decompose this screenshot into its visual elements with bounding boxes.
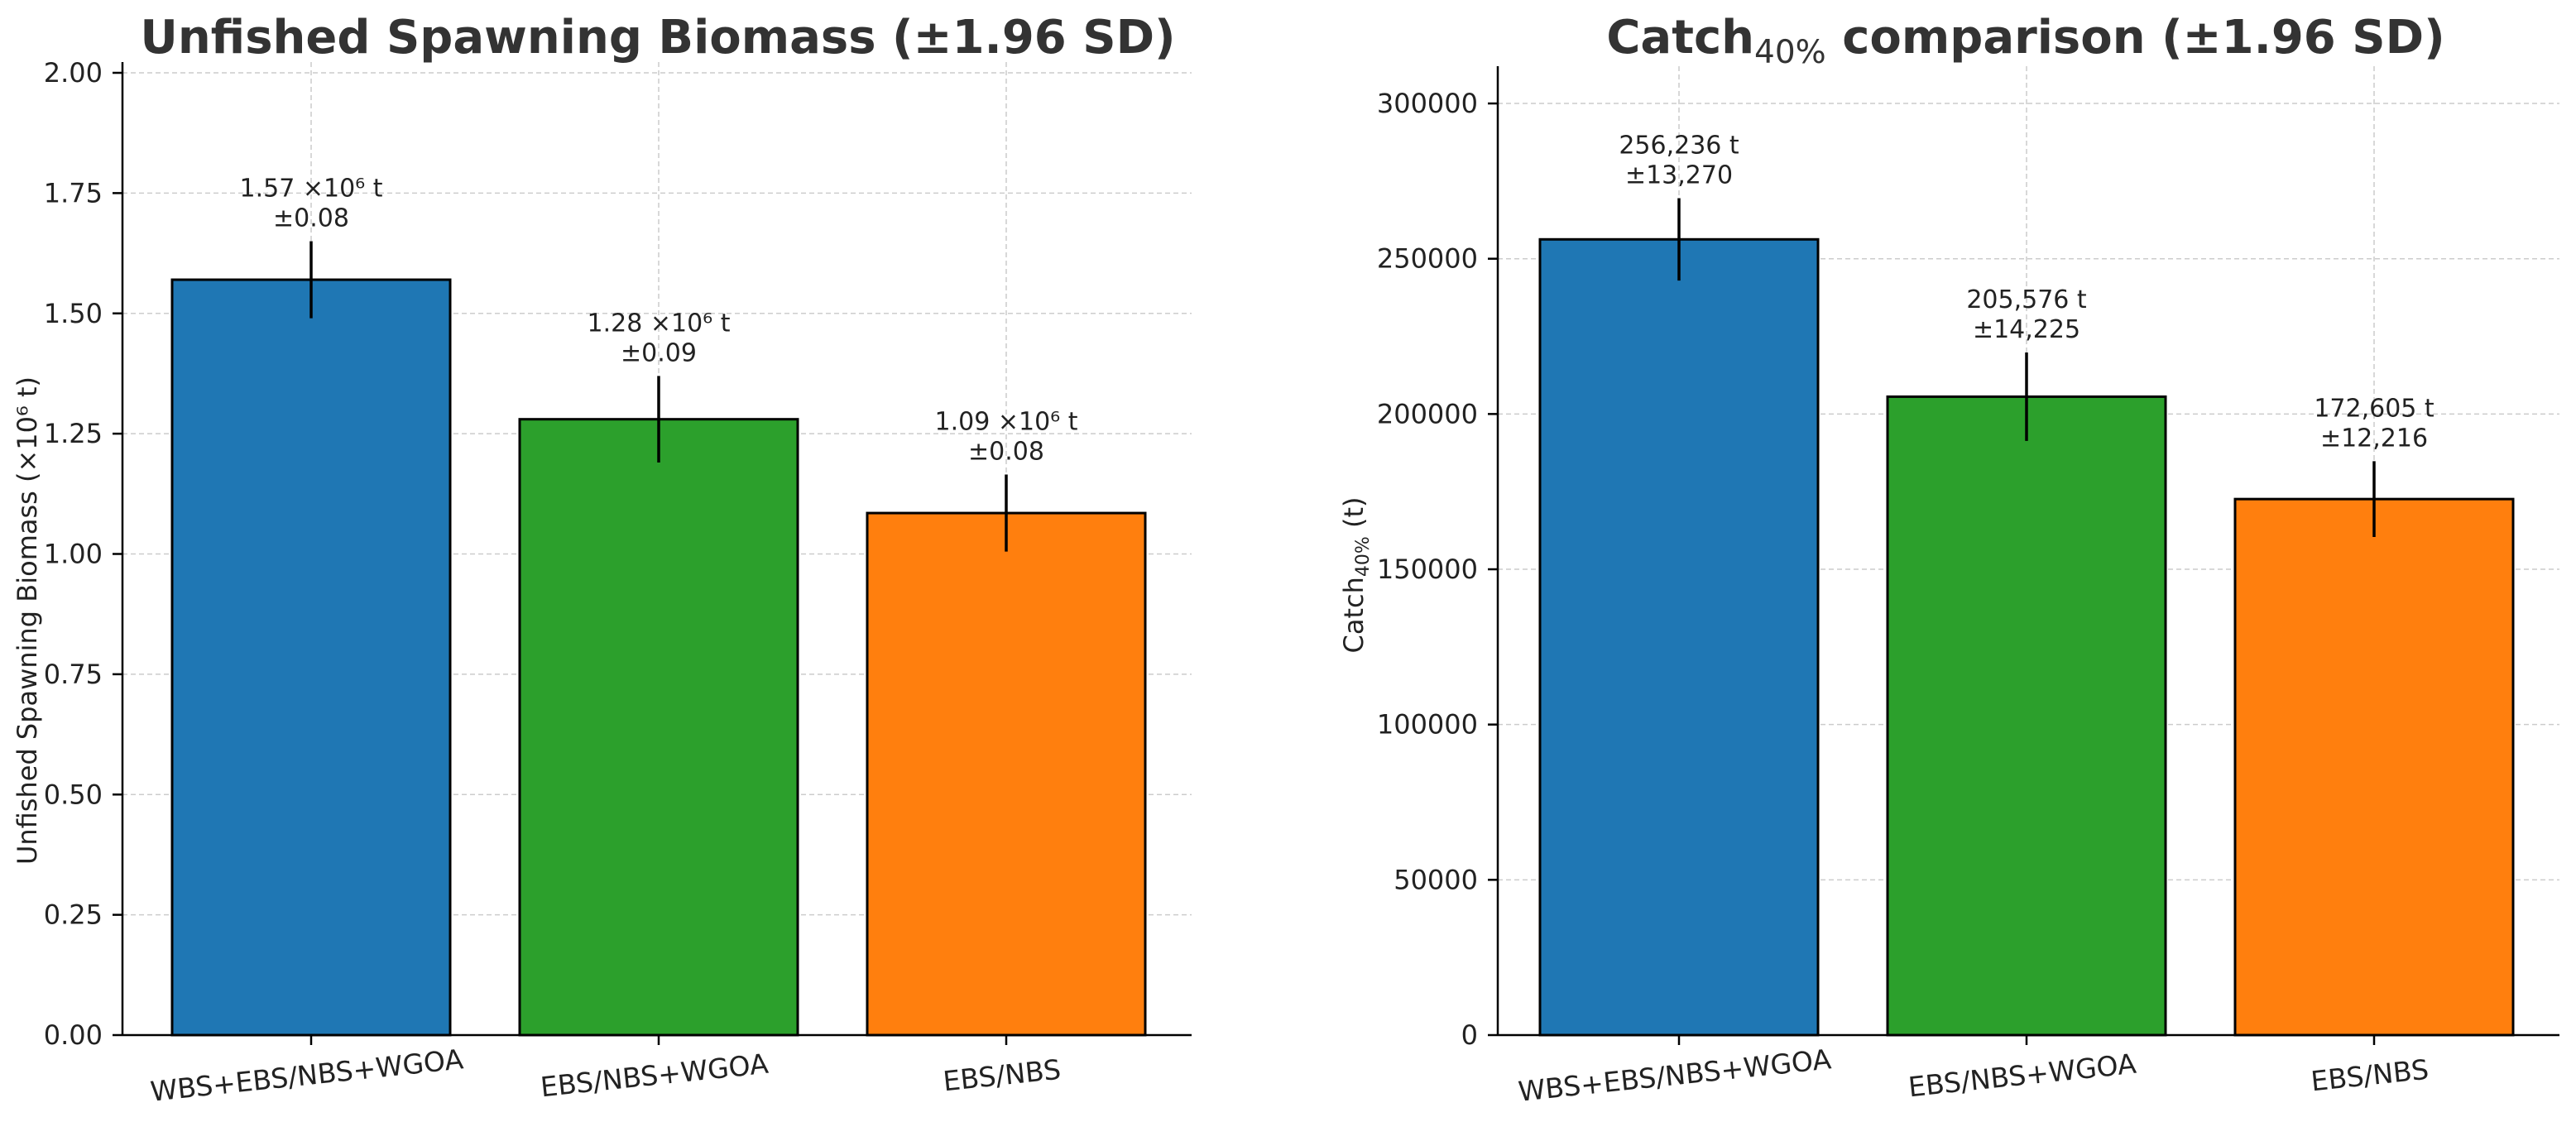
biomass-axes [121,62,1192,1037]
biomass-x-tick-label: WBS+EBS/NBS+WGOA [149,1043,465,1108]
catch-axes [1496,66,2559,1037]
biomass-y-tick-label: 1.75 [44,177,103,209]
catch-value-label: 256,236 t [1619,131,1739,160]
biomass-chart-title: Unfished Spawning Biomass (±1.96 SD) [140,11,1175,65]
catch-error-label: ±14,225 [1973,315,2080,344]
catch-y-ticks: 0 50000 100000 150000 200000 250000 300000 [1377,88,1498,1051]
biomass-error-label: ±0.09 [621,338,697,367]
catch-y-tick-label: 100000 [1377,709,1478,741]
biomass-error-label: ±0.08 [968,438,1044,467]
catch-bar-1 [1538,237,1820,1037]
biomass-x-tick-label: EBS/NBS [942,1053,1063,1098]
catch-value-label: 205,576 t [1966,285,2087,314]
biomass-bar-3 [866,511,1147,1037]
biomass-y-tick-label: 1.25 [44,418,103,449]
biomass-y-tick-label: 1.50 [44,298,103,329]
catch-x-tick-label: EBS/NBS+WGOA [1907,1048,2137,1104]
biomass-y-ticks: 0.00 0.25 0.50 0.75 1.00 1.25 1.50 1.75 2.00 [44,57,122,1051]
catch-bars [1538,237,2515,1037]
catch-y-tick-label: 200000 [1377,398,1478,429]
catch-y-tick-label: 300000 [1377,88,1478,119]
biomass-value-label: 1.09 ×10⁶ t [935,408,1078,437]
catch-y-tick-label: 150000 [1377,554,1478,585]
biomass-error-label: ±0.08 [273,204,349,233]
biomass-y-axis-label: Unfished Spawning Biomass (×10⁶ t) [12,376,43,865]
biomass-x-ticks: WBS+EBS/NBS+WGOA EBS/NBS+WGOA EBS/NBS [149,1035,1063,1108]
catch-x-tick-label: WBS+EBS/NBS+WGOA [1517,1043,1833,1108]
catch-chart-title: Catch40% comparison (±1.96 SD) [1606,11,2444,71]
catch-x-ticks: WBS+EBS/NBS+WGOA EBS/NBS+WGOA EBS/NBS [1517,1035,2430,1108]
biomass-x-tick-label: EBS/NBS+WGOA [539,1048,770,1104]
biomass-y-tick-label: 2.00 [44,57,103,89]
catch-x-tick-label: EBS/NBS [2310,1053,2430,1098]
catch-y-tick-label: 0 [1461,1019,1478,1051]
catch-y-tick-label: 50000 [1394,864,1478,895]
biomass-bars [170,278,1147,1037]
biomass-y-tick-label: 0.25 [44,899,103,931]
catch-error-label: ±12,216 [2320,424,2428,453]
catch-bar-2 [1886,395,2167,1037]
biomass-bar-2 [518,418,799,1037]
biomass-error-bars [309,241,1008,552]
biomass-y-tick-label: 0.75 [44,659,103,690]
catch-annotations: 256,236 t±13,270 205,576 t±14,225 172,605 … [1619,131,2434,453]
biomass-value-label: 1.57 ×10⁶ t [240,175,383,204]
biomass-bar-1 [170,278,452,1037]
catch-error-label: ±13,270 [1625,161,1733,189]
biomass-y-tick-label: 0.00 [44,1019,103,1051]
catch-bar-3 [2233,497,2515,1037]
catch-chart: 256,236 t±13,270 205,576 t±14,225 172,605 … [1338,11,2559,1108]
catch-y-tick-label: 250000 [1377,243,1478,275]
biomass-value-label: 1.28 ×10⁶ t [588,309,731,338]
biomass-annotations: 1.57 ×10⁶ t±0.081.28 ×10⁶ t±0.091.09 ×10… [240,175,1078,467]
catch-y-axis-label: Catch40% (t) [1338,497,1374,654]
biomass-chart: 1.57 ×10⁶ t±0.081.28 ×10⁶ t±0.091.09 ×10… [12,11,1192,1108]
catch-value-label: 172,605 t [2314,394,2434,423]
biomass-y-tick-label: 1.00 [44,539,103,570]
biomass-y-tick-label: 0.50 [44,779,103,810]
catch-error-bars [1677,198,2376,538]
